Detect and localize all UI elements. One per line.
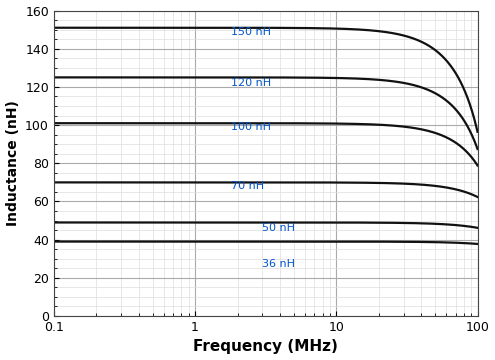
Text: 100 nH: 100 nH xyxy=(231,122,271,132)
Text: 150 nH: 150 nH xyxy=(231,27,271,37)
Text: 50 nH: 50 nH xyxy=(262,223,296,233)
Text: 36 nH: 36 nH xyxy=(262,260,296,270)
Y-axis label: Inductance (nH): Inductance (nH) xyxy=(5,100,20,226)
Text: 120 nH: 120 nH xyxy=(231,78,271,88)
Text: 70 nH: 70 nH xyxy=(231,181,264,191)
X-axis label: Frequency (MHz): Frequency (MHz) xyxy=(193,339,338,355)
